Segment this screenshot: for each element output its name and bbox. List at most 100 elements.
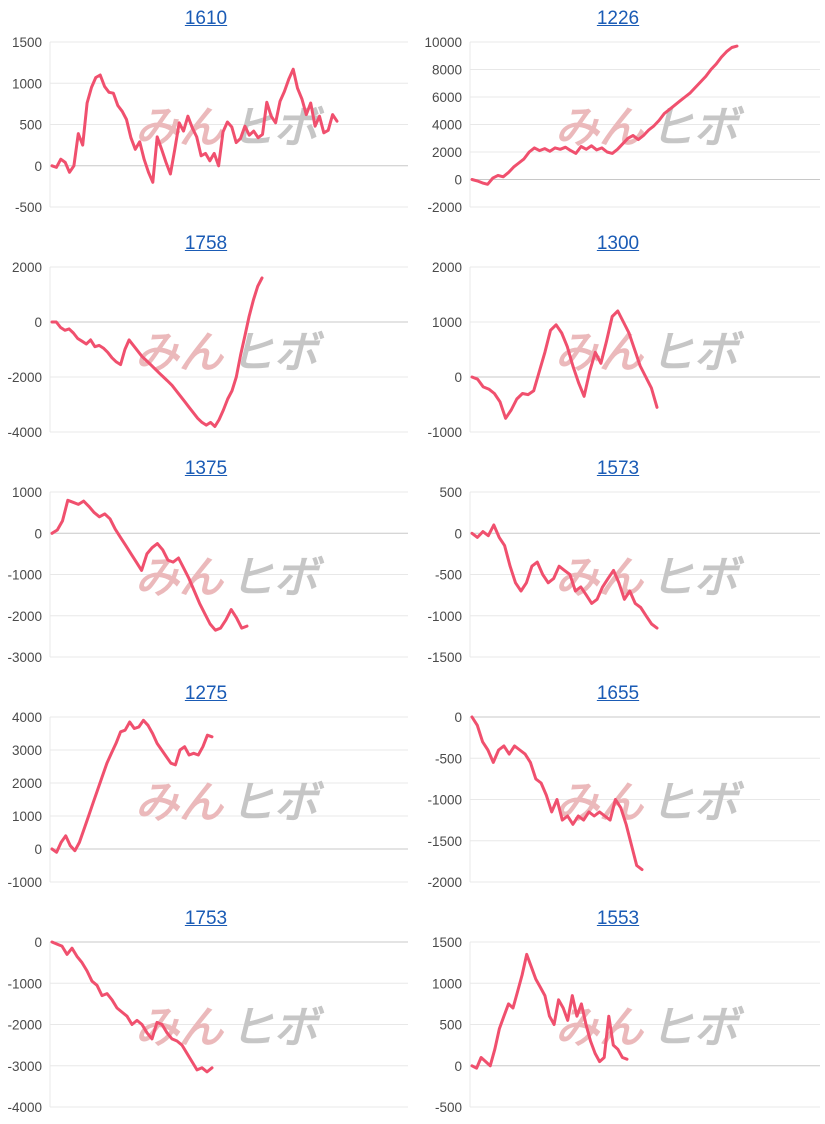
chart-panel: 1610 1500 1000 500 0 -500 みん ヒボ <box>0 0 412 224</box>
chart-title-link[interactable]: 1758 <box>184 233 228 254</box>
y-tick-label: 0 <box>34 159 42 174</box>
y-tick-label: -2000 <box>427 875 462 890</box>
chart-panel: 1758 2000 0 -2000 -4000 みん ヒボ <box>0 225 412 449</box>
y-tick-label: 2000 <box>12 260 42 275</box>
y-tick-label: -1000 <box>427 793 462 808</box>
chart-svg: 4000 3000 2000 1000 0 -1000 みん ヒボ <box>7 710 408 890</box>
y-tick-label: -500 <box>435 1100 462 1115</box>
series-line <box>470 715 644 872</box>
y-tick-label: -1000 <box>427 425 462 440</box>
y-tick-label: -500 <box>435 568 462 583</box>
y-tick-label: 1000 <box>432 315 462 330</box>
series-line <box>50 718 214 854</box>
y-tick-label: 0 <box>454 710 462 725</box>
y-tick-label: -2000 <box>427 200 462 215</box>
y-tick-label: 1000 <box>432 976 462 991</box>
y-tick-label: 1500 <box>432 935 462 950</box>
series-line <box>470 44 739 186</box>
chart-svg: 0 -500 -1000 -1500 -2000 みん ヒボ <box>427 710 820 890</box>
y-tick-label: 4000 <box>12 710 42 725</box>
chart-panel: 1553 1500 1000 500 0 -500 みん ヒボ <box>412 900 824 1124</box>
y-tick-label: 0 <box>454 173 462 188</box>
watermark-right: ヒボ <box>230 553 325 604</box>
y-tick-label: -4000 <box>7 1100 42 1115</box>
y-tick-label: -1000 <box>7 875 42 890</box>
y-tick-label: 500 <box>19 118 42 133</box>
chart-svg: 10000 8000 6000 4000 2000 0 -2000 みん ヒボ <box>424 35 820 215</box>
y-tick-label: -1000 <box>427 609 462 624</box>
y-tick-label: -1500 <box>427 834 462 849</box>
chart-title-link[interactable]: 1655 <box>596 683 640 704</box>
watermark-left: みん <box>135 103 225 154</box>
watermark-left: みん <box>555 778 645 829</box>
chart-title-link[interactable]: 1753 <box>184 908 228 929</box>
chart-panel: 1275 4000 3000 2000 1000 0 -1000 みん ヒボ <box>0 675 412 899</box>
series-line <box>50 276 264 428</box>
chart-title-link[interactable]: 1275 <box>184 683 228 704</box>
y-tick-label: -1000 <box>7 976 42 991</box>
y-tick-label: 0 <box>34 842 42 857</box>
chart-panel: 1655 0 -500 -1000 -1500 -2000 みん ヒボ <box>412 675 824 899</box>
y-tick-label: -2000 <box>7 1018 42 1033</box>
watermark-right: ヒボ <box>650 103 745 154</box>
y-tick-label: -3000 <box>7 1059 42 1074</box>
y-tick-label: 6000 <box>432 90 462 105</box>
y-tick-label: -1000 <box>7 568 42 583</box>
y-tick-label: 2000 <box>432 145 462 160</box>
y-tick-label: -500 <box>435 751 462 766</box>
chart-title-link[interactable]: 1610 <box>184 8 228 29</box>
chart-title-link[interactable]: 1573 <box>596 458 640 479</box>
series-line <box>470 523 659 630</box>
chart-panel: 1753 0 -1000 -2000 -3000 -4000 みん ヒボ <box>0 900 412 1124</box>
watermark-left: みん <box>135 328 225 379</box>
series-line <box>50 498 249 632</box>
y-tick-label: 0 <box>454 370 462 385</box>
y-tick-label: -3000 <box>7 650 42 665</box>
y-tick-label: 0 <box>34 935 42 950</box>
y-tick-label: -4000 <box>7 425 42 440</box>
watermark-right: ヒボ <box>650 778 745 829</box>
chart-panel: 1375 1000 0 -1000 -2000 -3000 みん ヒボ <box>0 450 412 674</box>
watermark-right: ヒボ <box>650 553 745 604</box>
series-line <box>470 309 659 420</box>
y-tick-label: 2000 <box>12 776 42 791</box>
chart-title-link[interactable]: 1226 <box>596 8 640 29</box>
y-tick-label: 500 <box>439 1018 462 1033</box>
y-tick-label: -1500 <box>427 650 462 665</box>
y-tick-label: 1500 <box>12 35 42 50</box>
watermark-right: ヒボ <box>230 778 325 829</box>
chart-title-link[interactable]: 1300 <box>596 233 640 254</box>
y-tick-label: 0 <box>454 526 462 541</box>
y-tick-label: 4000 <box>432 118 462 133</box>
series-line <box>50 67 339 184</box>
series-line <box>470 952 629 1070</box>
chart-svg: 0 -1000 -2000 -3000 -4000 みん ヒボ <box>7 935 408 1115</box>
chart-title-link[interactable]: 1375 <box>184 458 228 479</box>
y-tick-label: 0 <box>34 315 42 330</box>
y-tick-label: 10000 <box>424 35 462 50</box>
y-tick-label: -500 <box>15 200 42 215</box>
y-tick-label: 8000 <box>432 63 462 78</box>
y-tick-label: 3000 <box>12 743 42 758</box>
watermark-left: みん <box>555 103 645 154</box>
y-tick-label: 2000 <box>432 260 462 275</box>
watermark-right: ヒボ <box>650 1003 745 1054</box>
y-tick-label: 1000 <box>12 485 42 500</box>
chart-title-link[interactable]: 1553 <box>596 908 640 929</box>
watermark-right: ヒボ <box>650 328 745 379</box>
y-tick-label: 1000 <box>12 809 42 824</box>
y-tick-label: 1000 <box>12 76 42 91</box>
chart-panel: 1573 500 0 -500 -1000 -1500 みん ヒボ <box>412 450 824 674</box>
y-tick-label: -2000 <box>7 370 42 385</box>
y-tick-label: -2000 <box>7 609 42 624</box>
chart-panel: 1226 10000 8000 6000 4000 2000 0 -2000 みん ヒボ <box>412 0 824 224</box>
watermark-right: ヒボ <box>230 1003 325 1054</box>
watermark-left: みん <box>135 778 225 829</box>
y-tick-label: 0 <box>34 526 42 541</box>
y-tick-label: 0 <box>454 1059 462 1074</box>
chart-panel: 1300 2000 1000 0 -1000 みん ヒボ <box>412 225 824 449</box>
